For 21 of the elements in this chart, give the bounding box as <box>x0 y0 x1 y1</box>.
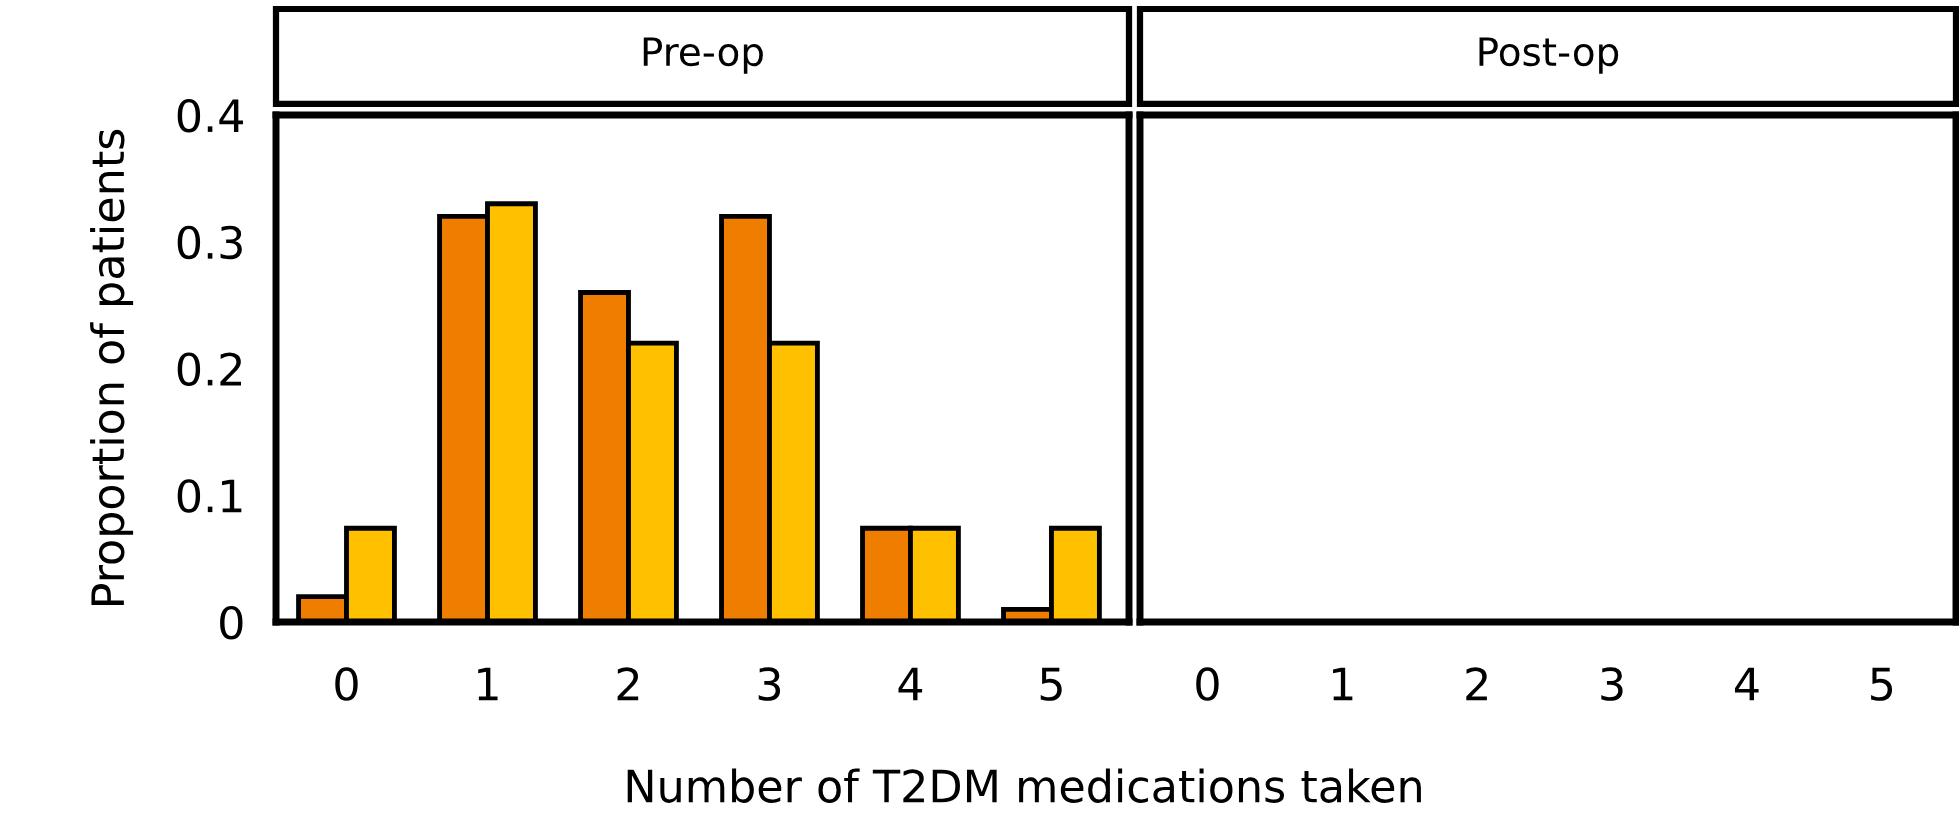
x-tick-label: 1 <box>1333 667 1353 701</box>
chart-title: Post-op <box>1479 37 1619 74</box>
x-tick-label: 0 <box>1196 667 1219 701</box>
x-tick-label: 3 <box>758 667 781 701</box>
y-tick-label: 0.2 <box>177 352 241 387</box>
y-tick-label: 0 <box>220 605 243 640</box>
x-tick-label: 4 <box>898 667 923 701</box>
x-tick-label: 3 <box>1601 667 1623 701</box>
x-tick-label: 2 <box>617 667 639 701</box>
x-tick-label: 1 <box>478 667 498 701</box>
y-axis-title: Proportion of patients <box>90 129 134 605</box>
x-tick-label: 0 <box>335 667 358 701</box>
x-tick-label: 5 <box>1871 667 1893 701</box>
chart-title: Pre-op <box>643 37 763 74</box>
x-tick-label: 4 <box>1734 667 1759 701</box>
y-tick-label: 0.1 <box>177 479 242 513</box>
y-tick-label: 0.3 <box>177 225 242 260</box>
x-axis-title: Number of T2DM medications taken <box>627 768 1421 803</box>
y-tick-label: 0.4 <box>177 98 243 133</box>
x-tick-label: 5 <box>1040 667 1062 701</box>
x-tick-label: 2 <box>1466 667 1487 701</box>
